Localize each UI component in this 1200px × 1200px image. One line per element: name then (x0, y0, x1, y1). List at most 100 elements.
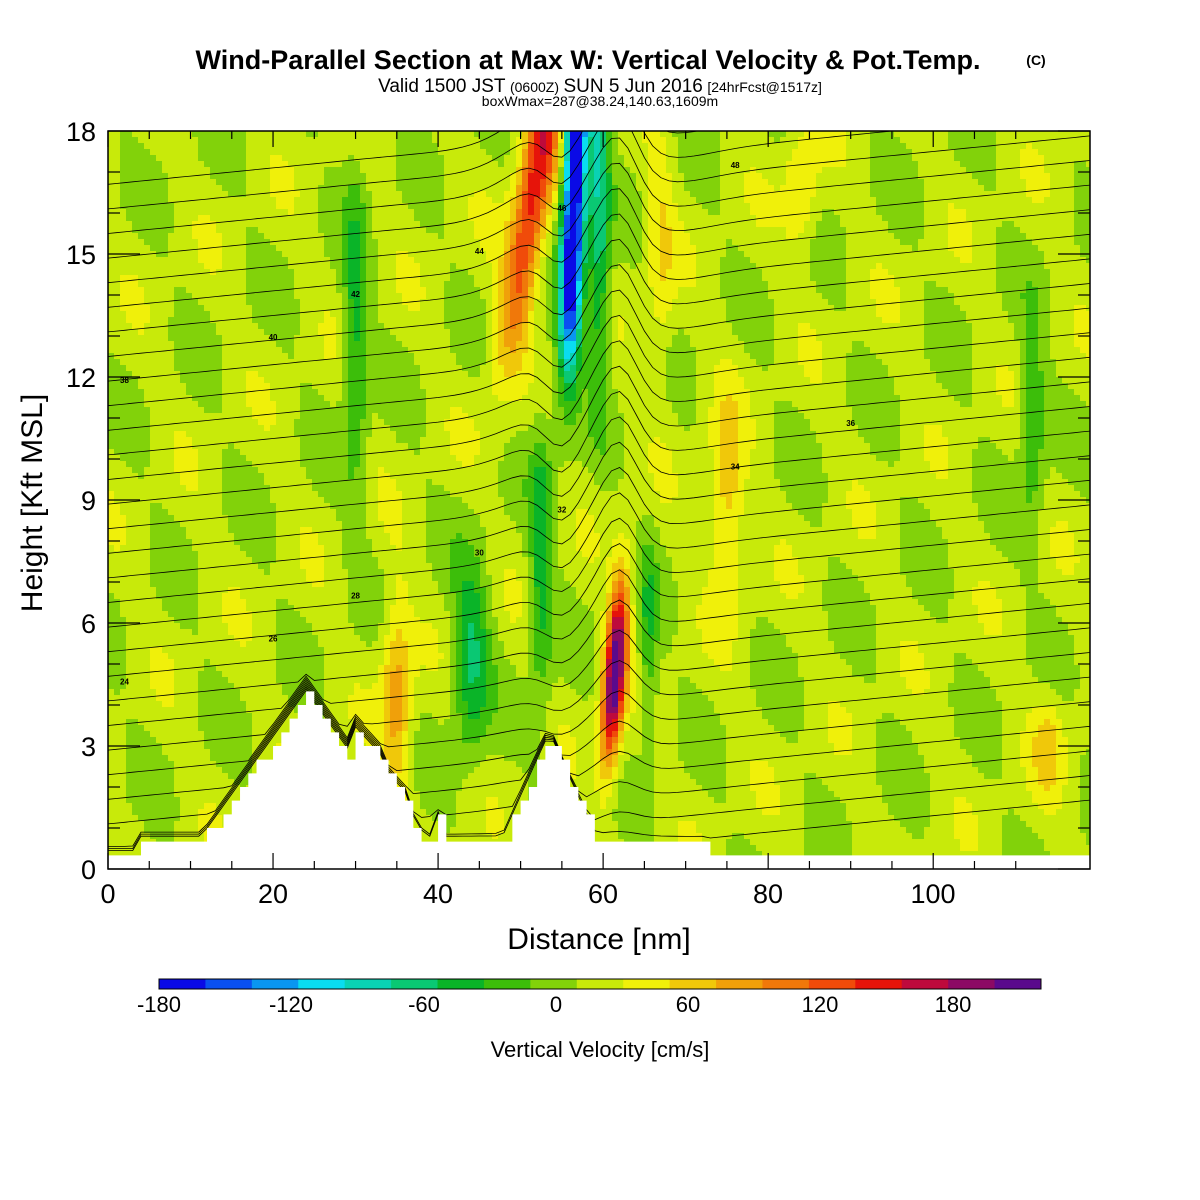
velocity-cell (1080, 227, 1087, 234)
velocity-cell (690, 227, 697, 234)
velocity-cell (444, 275, 451, 282)
velocity-cell (1074, 203, 1081, 210)
velocity-cell (600, 179, 607, 186)
velocity-cell (948, 263, 955, 270)
velocity-cell (222, 245, 229, 252)
velocity-cell (108, 155, 115, 162)
velocity-cell (816, 227, 823, 234)
velocity-cell (570, 287, 577, 294)
velocity-cell (948, 173, 955, 180)
velocity-cell (222, 233, 229, 240)
velocity-cell (336, 179, 343, 186)
velocity-cell (714, 131, 721, 138)
velocity-cell (822, 251, 829, 258)
velocity-cell (126, 155, 133, 162)
velocity-cell (390, 143, 397, 150)
velocity-cell (180, 167, 187, 174)
velocity-cell (816, 287, 823, 294)
velocity-cell (294, 269, 301, 276)
velocity-cell (1050, 227, 1057, 234)
velocity-cell (240, 221, 247, 228)
velocity-cell (492, 161, 499, 168)
velocity-cell (678, 293, 685, 300)
velocity-cell (1050, 203, 1057, 210)
velocity-cell (246, 281, 253, 288)
velocity-cell (906, 185, 913, 192)
velocity-cell (900, 173, 907, 180)
velocity-cell (456, 209, 463, 216)
velocity-cell (558, 179, 565, 186)
velocity-cell (126, 287, 133, 294)
velocity-cell (960, 245, 967, 252)
velocity-cell (120, 131, 127, 138)
velocity-cell (822, 239, 829, 246)
velocity-cell (174, 185, 181, 192)
velocity-cell (540, 209, 547, 216)
velocity-cell (582, 299, 589, 306)
velocity-cell (744, 281, 751, 288)
velocity-cell (1044, 161, 1051, 168)
velocity-cell (414, 251, 421, 258)
velocity-cell (576, 167, 583, 174)
velocity-cell (978, 131, 985, 138)
velocity-cell (990, 203, 997, 210)
velocity-cell (144, 215, 151, 222)
velocity-cell (312, 311, 319, 318)
velocity-cell (546, 179, 553, 186)
velocity-cell (240, 161, 247, 168)
velocity-cell (816, 269, 823, 276)
velocity-cell (942, 191, 949, 198)
velocity-cell (330, 311, 337, 318)
velocity-cell (942, 281, 949, 288)
velocity-cell (798, 245, 805, 252)
velocity-cell (222, 287, 229, 294)
velocity-cell (1080, 263, 1087, 270)
velocity-cell (504, 293, 511, 300)
velocity-cell (630, 227, 637, 234)
velocity-cell (618, 293, 625, 300)
velocity-cell (432, 197, 439, 204)
velocity-cell (396, 209, 403, 216)
velocity-cell (786, 221, 793, 228)
velocity-cell (156, 173, 163, 180)
velocity-cell (1050, 197, 1057, 204)
velocity-cell (654, 179, 661, 186)
velocity-cell (840, 245, 847, 252)
velocity-cell (804, 209, 811, 216)
velocity-cell (174, 221, 181, 228)
velocity-cell (204, 281, 211, 288)
velocity-cell (318, 179, 325, 186)
velocity-cell (756, 299, 763, 306)
velocity-cell (192, 209, 199, 216)
velocity-cell (768, 161, 775, 168)
velocity-cell (210, 173, 217, 180)
velocity-cell (486, 221, 493, 228)
velocity-cell (744, 149, 751, 156)
velocity-cell (966, 305, 973, 312)
velocity-cell (744, 221, 751, 228)
velocity-cell (594, 305, 601, 312)
velocity-cell (1050, 215, 1057, 222)
velocity-cell (168, 239, 175, 246)
velocity-cell (510, 251, 517, 258)
velocity-cell (222, 149, 229, 156)
velocity-cell (1062, 167, 1069, 174)
velocity-cell (264, 185, 271, 192)
velocity-cell (834, 287, 841, 294)
velocity-cell (702, 293, 709, 300)
velocity-cell (558, 275, 565, 282)
velocity-cell (978, 161, 985, 168)
velocity-cell (180, 311, 187, 318)
velocity-cell (1062, 305, 1069, 312)
velocity-cell (258, 245, 265, 252)
velocity-cell (564, 257, 571, 264)
velocity-cell (954, 179, 961, 186)
velocity-cell (480, 143, 487, 150)
velocity-cell (168, 245, 175, 252)
velocity-cell (678, 269, 685, 276)
velocity-cell (324, 299, 331, 306)
velocity-cell (1032, 137, 1039, 144)
velocity-cell (516, 305, 523, 312)
velocity-cell (480, 287, 487, 294)
velocity-cell (588, 239, 595, 246)
